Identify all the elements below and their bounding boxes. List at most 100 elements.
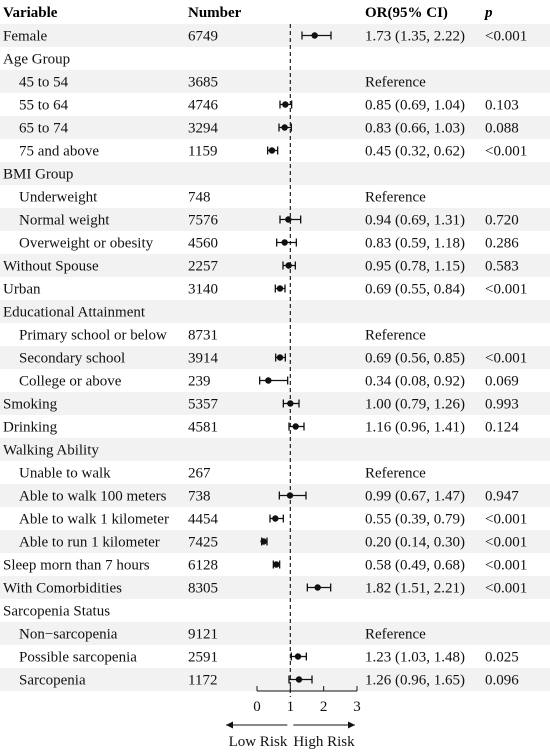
header-variable: Variable [3,5,58,21]
row-or-ci: 0.20 (0.14, 0.30) [365,535,465,551]
row-label: With Comorbidities [3,581,122,597]
row-p-value: 0.993 [485,397,519,413]
x-tick-label: 1 [287,699,295,715]
row-label: College or above [19,374,122,390]
row-or-ci: 0.95 (0.78, 1.15) [365,259,465,275]
header-or-ci: OR(95% CI) [365,5,448,21]
row-or-ci: Reference [365,190,426,206]
x-tick-label: 3 [353,699,361,715]
row-number: 239 [188,374,211,390]
direction-label-right: High Risk [293,734,355,750]
row-p-value: 0.720 [485,213,519,229]
row-p-value: 0.583 [485,259,519,275]
row-number: 6749 [188,29,218,45]
point-estimate [265,377,272,384]
point-estimate [260,538,267,545]
row-number: 3914 [188,351,219,367]
low-risk-arrowhead [226,721,233,729]
row-shade [0,484,550,507]
row-p-value: 0.124 [485,420,519,436]
row-shade [0,530,550,553]
x-tick-label: 0 [253,699,261,715]
row-label: Able to run 1 kilometer [19,535,160,551]
row-number: 8305 [188,581,218,597]
point-estimate [285,216,292,223]
row-label: Possible sarcopenia [19,650,137,666]
row-or-ci: 0.85 (0.69, 1.04) [365,98,465,114]
row-number: 1159 [188,144,217,160]
row-shade [0,392,550,415]
header-number: Number [188,5,242,21]
row-number: 5357 [188,397,219,413]
point-estimate [287,400,294,407]
point-estimate [286,492,294,499]
row-p-value: <0.001 [485,351,527,367]
high-risk-arrowhead [348,721,355,729]
row-shade [0,346,550,369]
point-estimate [314,584,321,591]
row-label: Female [3,29,47,45]
row-number: 2257 [188,259,219,275]
row-number: 9121 [188,627,218,643]
row-label: Age Group [3,52,70,68]
row-or-ci: 0.99 (0.67, 1.47) [365,489,465,505]
row-number: 3685 [188,75,218,91]
row-shade [0,116,550,139]
row-number: 7425 [188,535,218,551]
point-estimate [295,676,303,683]
row-number: 3140 [188,282,218,298]
row-or-ci: 1.73 (1.35, 2.22) [365,29,465,45]
row-label: Underweight [19,190,98,206]
row-p-value: <0.001 [485,535,527,551]
row-or-ci: 0.83 (0.66, 1.03) [365,121,465,137]
row-label: Without Spouse [3,259,99,275]
point-estimate [272,515,279,522]
row-or-ci: 1.16 (0.96, 1.41) [365,420,465,436]
row-label: 65 to 74 [19,121,69,137]
row-label: Urban [3,282,41,298]
point-estimate [292,423,299,430]
row-label: 75 and above [19,144,99,160]
direction-label-left: Low Risk [229,734,288,750]
row-number: 748 [188,190,211,206]
point-estimate [276,285,284,292]
row-or-ci: 0.69 (0.55, 0.84) [365,282,465,298]
row-label: Educational Attainment [3,305,146,321]
row-or-ci: 1.82 (1.51, 2.21) [365,581,465,597]
row-p-value: <0.001 [485,29,527,45]
table-rows: Female 6749 1.73 (1.35, 2.22) <0.001 Age Gro… [3,29,527,689]
row-label: Sarcopenia [19,673,86,689]
row-p-value: 0.103 [485,98,519,114]
row-shade [0,162,550,185]
row-shade [0,300,550,323]
row-number: 2591 [188,650,218,666]
row-p-value: <0.001 [485,558,527,574]
point-estimate [311,32,318,39]
row-label: Overweight or obesity [19,236,154,252]
row-shade [0,24,550,47]
x-axis: 0 1 2 3 Low Risk High Risk [226,686,361,750]
row-or-ci: 0.45 (0.32, 0.62) [365,144,465,160]
row-p-value: <0.001 [485,282,527,298]
row-number: 8731 [188,328,218,344]
row-shade [0,208,550,231]
row-number: 3294 [188,121,219,137]
row-label: Drinking [3,420,58,436]
row-p-value: <0.001 [485,581,527,597]
row-p-value: 0.947 [485,489,519,505]
row-shading-layer [0,24,550,691]
row-shade [0,254,550,277]
row-label: Unable to walk [19,466,111,482]
point-estimate [276,354,284,361]
row-number: 738 [188,489,211,505]
point-estimate [282,101,289,108]
row-number: 4581 [188,420,218,436]
row-number: 6128 [188,558,218,574]
row-number: 4560 [188,236,218,252]
row-label: Non−sarcopenia [19,627,118,643]
point-estimate [285,262,292,269]
row-label: BMI Group [3,167,73,183]
row-or-ci: 1.00 (0.79, 1.26) [365,397,465,413]
row-number: 4454 [188,512,219,528]
